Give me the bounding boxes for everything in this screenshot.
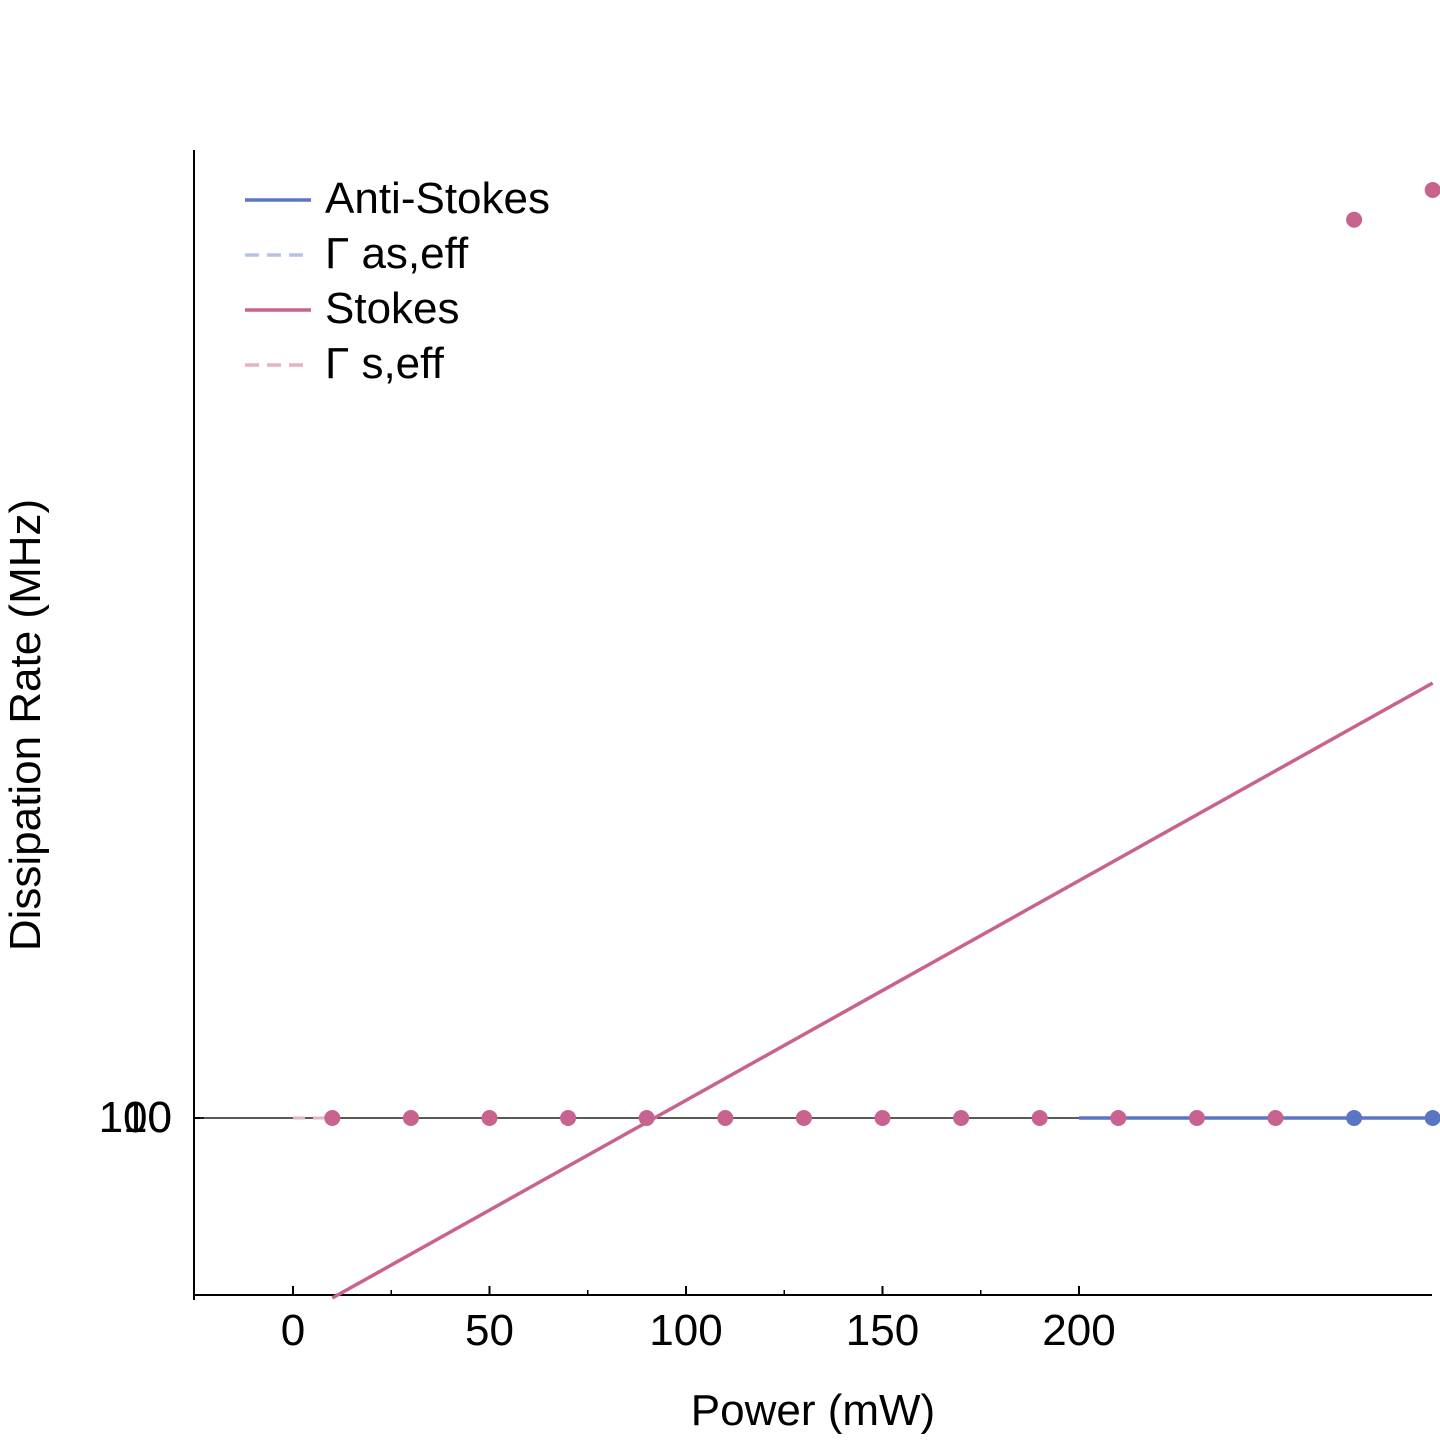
stokes-point: [560, 1110, 577, 1126]
stokes-point: [324, 1110, 341, 1126]
stokes-point: [1031, 1110, 1048, 1126]
x-axis-label: Power (mW): [691, 1386, 935, 1435]
y-tick-label: 10: [123, 1093, 172, 1142]
y-ticks: 10 100: [99, 1093, 172, 1142]
stokes-point: [717, 1110, 734, 1126]
y-tick-label: 100: [99, 1093, 172, 1142]
stokes-point: [638, 1110, 655, 1126]
stokes-point: [402, 1110, 419, 1126]
stokes-point: [1188, 1110, 1205, 1126]
stokes-point: [1267, 1110, 1284, 1126]
stokes-point: [1110, 1110, 1127, 1126]
x-tick-label: 200: [1042, 1306, 1115, 1355]
x-tick-label: 50: [465, 1306, 514, 1355]
stokes-point: [953, 1110, 970, 1126]
legend-label: Γ as,eff: [325, 229, 469, 278]
anti-stokes-point: [1424, 1110, 1440, 1126]
stokes-line: [331, 681, 1434, 1300]
x-tick-label: 0: [281, 1306, 305, 1355]
stokes-point: [1424, 182, 1440, 198]
stokes-point: [1346, 211, 1363, 228]
legend-label: Anti-Stokes: [325, 174, 550, 223]
stokes-point: [795, 1110, 812, 1126]
y-axis-label: Dissipation Rate (MHz): [1, 499, 50, 951]
stokes-point: [874, 1110, 891, 1126]
series-layer: [293, 182, 1440, 1300]
legend-label: Stokes: [325, 284, 460, 333]
legend: Anti-Stokes Γ as,eff Stokes Γ s,eff: [245, 174, 550, 388]
stokes-point: [481, 1110, 498, 1126]
legend-label: Γ s,eff: [325, 339, 445, 388]
x-tick-label: 150: [846, 1306, 919, 1355]
x-tick-label: 100: [649, 1306, 722, 1355]
anti-stokes-point: [1346, 1110, 1363, 1126]
x-ticks: 0 50 100 150 200: [281, 1286, 1116, 1355]
